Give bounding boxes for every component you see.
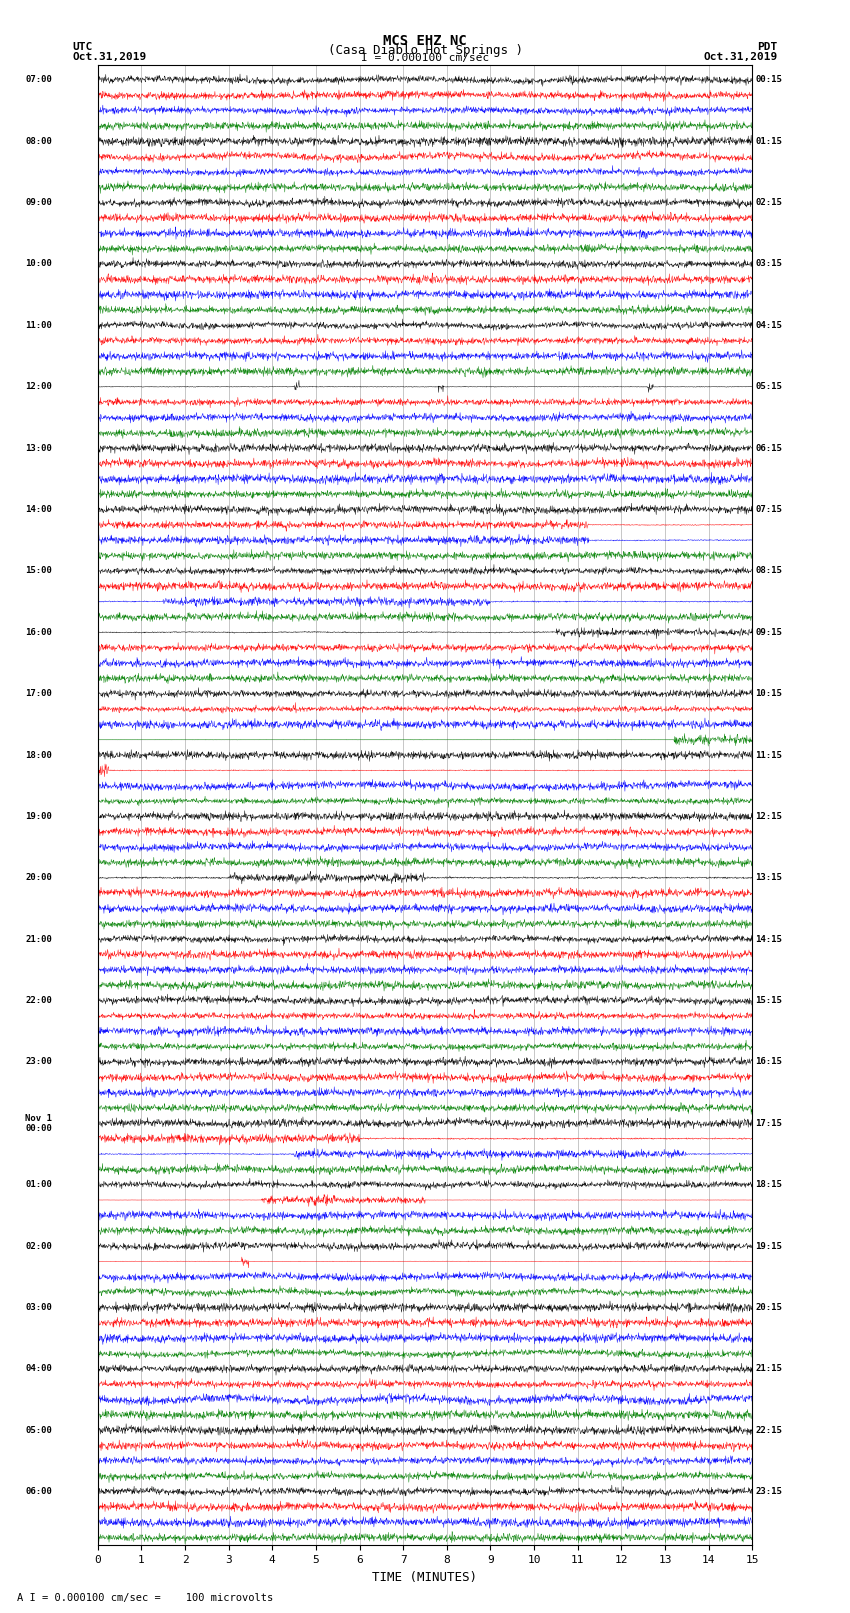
Text: 02:15: 02:15 (756, 198, 782, 206)
Text: 04:00: 04:00 (25, 1365, 52, 1373)
Text: 11:15: 11:15 (756, 750, 782, 760)
Text: 09:15: 09:15 (756, 627, 782, 637)
Text: Oct.31,2019: Oct.31,2019 (704, 52, 778, 61)
Text: 15:00: 15:00 (25, 566, 52, 576)
Text: 00:15: 00:15 (756, 76, 782, 84)
Text: 03:15: 03:15 (756, 260, 782, 268)
Text: 08:15: 08:15 (756, 566, 782, 576)
Text: 23:00: 23:00 (25, 1058, 52, 1066)
Text: A I = 0.000100 cm/sec =    100 microvolts: A I = 0.000100 cm/sec = 100 microvolts (17, 1594, 273, 1603)
X-axis label: TIME (MINUTES): TIME (MINUTES) (372, 1571, 478, 1584)
Text: 14:15: 14:15 (756, 934, 782, 944)
Text: 02:00: 02:00 (25, 1242, 52, 1250)
Text: 04:15: 04:15 (756, 321, 782, 331)
Text: 10:00: 10:00 (25, 260, 52, 268)
Text: 07:15: 07:15 (756, 505, 782, 515)
Text: 05:15: 05:15 (756, 382, 782, 392)
Text: 06:00: 06:00 (25, 1487, 52, 1495)
Text: 19:00: 19:00 (25, 811, 52, 821)
Text: 16:00: 16:00 (25, 627, 52, 637)
Text: (Casa Diablo Hot Springs ): (Casa Diablo Hot Springs ) (327, 44, 523, 56)
Text: 05:00: 05:00 (25, 1426, 52, 1434)
Text: 19:15: 19:15 (756, 1242, 782, 1250)
Text: 10:15: 10:15 (756, 689, 782, 698)
Text: 09:00: 09:00 (25, 198, 52, 206)
Text: 17:15: 17:15 (756, 1119, 782, 1127)
Text: Oct.31,2019: Oct.31,2019 (72, 52, 146, 61)
Text: 21:15: 21:15 (756, 1365, 782, 1373)
Text: 12:00: 12:00 (25, 382, 52, 392)
Text: 01:15: 01:15 (756, 137, 782, 145)
Text: 13:15: 13:15 (756, 873, 782, 882)
Text: 01:00: 01:00 (25, 1181, 52, 1189)
Text: 22:00: 22:00 (25, 997, 52, 1005)
Text: MCS EHZ NC: MCS EHZ NC (383, 34, 467, 48)
Text: 20:00: 20:00 (25, 873, 52, 882)
Text: 23:15: 23:15 (756, 1487, 782, 1495)
Text: 12:15: 12:15 (756, 811, 782, 821)
Text: 11:00: 11:00 (25, 321, 52, 331)
Text: PDT: PDT (757, 42, 778, 52)
Text: 18:00: 18:00 (25, 750, 52, 760)
Text: I = 0.000100 cm/sec: I = 0.000100 cm/sec (361, 53, 489, 63)
Text: UTC: UTC (72, 42, 93, 52)
Text: 18:15: 18:15 (756, 1181, 782, 1189)
Text: 03:00: 03:00 (25, 1303, 52, 1311)
Text: 08:00: 08:00 (25, 137, 52, 145)
Text: 06:15: 06:15 (756, 444, 782, 453)
Text: 21:00: 21:00 (25, 934, 52, 944)
Text: 07:00: 07:00 (25, 76, 52, 84)
Text: 13:00: 13:00 (25, 444, 52, 453)
Text: 22:15: 22:15 (756, 1426, 782, 1434)
Text: 20:15: 20:15 (756, 1303, 782, 1311)
Text: Nov 1
00:00: Nov 1 00:00 (25, 1113, 52, 1132)
Text: 14:00: 14:00 (25, 505, 52, 515)
Text: 16:15: 16:15 (756, 1058, 782, 1066)
Text: 15:15: 15:15 (756, 997, 782, 1005)
Text: 17:00: 17:00 (25, 689, 52, 698)
